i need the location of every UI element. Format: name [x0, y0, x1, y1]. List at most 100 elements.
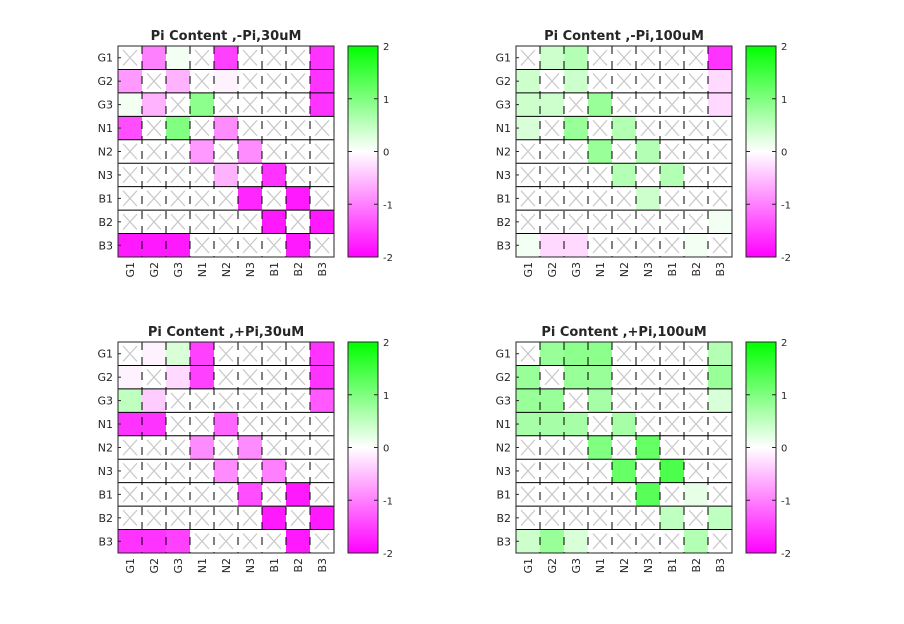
heatmap-cell	[540, 342, 564, 365]
x-tick-label: G3	[172, 262, 185, 278]
colorbar: 210-1-2	[348, 338, 393, 560]
x-tick-label: G1	[522, 558, 535, 574]
heatmap-cell	[540, 412, 564, 435]
x-tick-label: N2	[618, 262, 631, 277]
colorbar-tick-label: -2	[383, 549, 393, 560]
x-tick-label: N1	[594, 558, 607, 573]
heatmap-cell	[516, 93, 540, 116]
heatmap-cell	[142, 412, 166, 435]
heatmap-cell	[262, 506, 286, 529]
colorbar-gradient	[348, 342, 378, 553]
y-tick-label: G2	[97, 75, 113, 88]
y-tick-label: B2	[98, 216, 113, 229]
y-tick-label: N3	[496, 169, 511, 182]
heatmap-cell	[214, 69, 238, 92]
heatmap-cell	[286, 530, 310, 553]
heatmap-cell	[708, 46, 732, 69]
y-tick-label: B1	[98, 488, 113, 501]
heatmap-cell	[166, 342, 190, 365]
y-tick-label: B1	[98, 192, 113, 205]
x-tick-label: N1	[196, 558, 209, 573]
y-tick-label: G3	[495, 395, 511, 408]
heatmap-cell	[564, 116, 588, 139]
heatmap-cell	[516, 234, 540, 257]
heatmap-cell	[262, 210, 286, 233]
x-tick-label: B1	[268, 558, 281, 573]
heatmap-cell	[286, 187, 310, 210]
heatmap-cell	[540, 389, 564, 412]
x-tick-label: N3	[244, 558, 257, 573]
colorbar-gradient	[746, 342, 776, 553]
heatmap-cell	[708, 389, 732, 412]
y-tick-label: N2	[98, 146, 113, 159]
colorbar-tick-label: 0	[383, 148, 389, 159]
x-tick-label: N1	[196, 262, 209, 277]
heatmap-cell	[564, 69, 588, 92]
heatmap-cell	[118, 234, 142, 257]
heatmap-cell	[310, 365, 334, 388]
colorbar: 210-1-2	[746, 338, 791, 560]
heatmap-cell	[588, 140, 612, 163]
y-tick-label: B3	[496, 535, 511, 548]
chart-title: Pi Content ,+Pi,100uM	[541, 325, 706, 340]
colorbar-tick-label: 2	[781, 338, 787, 349]
heatmap-cell	[214, 116, 238, 139]
colorbar-tick-label: -1	[781, 200, 791, 211]
x-tick-label: N3	[642, 262, 655, 277]
heatmap-cell	[564, 412, 588, 435]
x-tick-label: N3	[642, 558, 655, 573]
colorbar-tick-label: 2	[383, 42, 389, 53]
y-tick-label: G1	[97, 348, 113, 361]
heatmap-cell	[588, 342, 612, 365]
heatmap-cell	[142, 342, 166, 365]
y-tick-label: N3	[98, 465, 113, 478]
x-tick-label: G1	[124, 262, 137, 278]
y-tick-label: B1	[496, 192, 511, 205]
y-tick-label: G1	[495, 348, 511, 361]
x-tick-label: B3	[316, 558, 329, 573]
heatmap-panel-1: Pi Content ,-Pi,30uM G1 G2 G3 N1 N2 N3 B1 B2 B3 G1…	[97, 29, 393, 278]
heatmap-cell	[142, 93, 166, 116]
heatmap-panel-2: Pi Content ,-Pi,100uMG1G2G3N1N2N3B1B2B3G…	[495, 29, 791, 278]
heatmap-cell	[612, 459, 636, 482]
y-tick-label: N2	[496, 442, 511, 455]
heatmap-cell	[142, 389, 166, 412]
chart-title: Pi Content ,-Pi,100uM	[544, 29, 704, 44]
heatmap-cell	[636, 187, 660, 210]
chart-title: Pi Content ,+Pi,30uM	[148, 325, 304, 340]
x-tick-label: B3	[714, 262, 727, 277]
y-tick-label: G2	[495, 371, 511, 384]
y-tick-label: N1	[496, 418, 511, 431]
heatmap-cell	[238, 483, 262, 506]
heatmap-cell	[564, 530, 588, 553]
heatmap-cell	[262, 459, 286, 482]
x-tick-label: B1	[666, 558, 679, 573]
heatmap-cell	[660, 459, 684, 482]
colorbar-tick-label: 1	[781, 391, 787, 402]
colorbar: 210-1-2	[746, 42, 791, 264]
colorbar-tick-label: -2	[383, 253, 393, 264]
y-tick-label: G2	[495, 75, 511, 88]
heatmap-cell	[214, 163, 238, 186]
y-tick-label: G1	[97, 52, 113, 65]
heatmap-cell	[516, 530, 540, 553]
x-tick-label: B2	[690, 558, 703, 573]
heatmap-cell	[540, 93, 564, 116]
y-tick-label: N1	[98, 418, 113, 431]
heatmap-cell	[612, 412, 636, 435]
heatmap-cell	[636, 140, 660, 163]
heatmap-cell	[588, 93, 612, 116]
x-tick-label: B2	[690, 262, 703, 277]
x-tick-label: G3	[570, 558, 583, 574]
colorbar-tick-label: -2	[781, 549, 791, 560]
x-tick-label: G1	[124, 558, 137, 574]
heatmap-cell	[684, 530, 708, 553]
heatmap-cell	[118, 116, 142, 139]
heatmap-cell	[310, 46, 334, 69]
x-tick-label: B2	[292, 262, 305, 277]
heatmap-cell	[214, 459, 238, 482]
colorbar-tick-label: -1	[781, 496, 791, 507]
heatmap-cell	[708, 342, 732, 365]
heatmap-cell	[166, 69, 190, 92]
